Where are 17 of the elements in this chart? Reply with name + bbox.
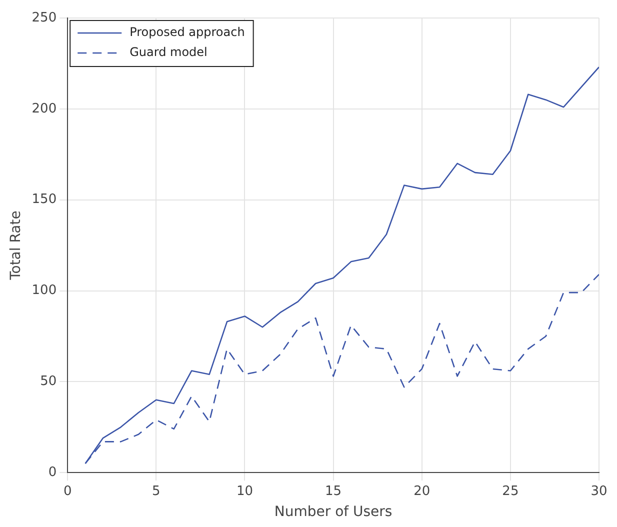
x-tick-label: 15 — [325, 484, 342, 499]
y-tick-label: 200 — [32, 101, 57, 116]
x-tick-label: 10 — [236, 484, 254, 499]
y-tick-label: 50 — [40, 374, 57, 390]
x-tick-label: 0 — [63, 484, 72, 499]
y-tick-label: 250 — [32, 10, 57, 26]
x-tick-label: 30 — [590, 484, 608, 499]
y-tick-label: 100 — [32, 283, 57, 298]
x-tick-label: 25 — [502, 484, 519, 499]
x-tick-label: 20 — [414, 484, 430, 499]
y-tick-label: 0 — [48, 464, 57, 480]
legend-label: Proposed approach — [130, 25, 245, 40]
x-tick-label: 5 — [152, 484, 160, 499]
legend-label: Guard model — [130, 45, 208, 60]
y-tick-label: 150 — [32, 192, 57, 208]
y-axis-title: Total Rate — [8, 210, 24, 281]
x-axis-title: Number of Users — [274, 504, 392, 520]
